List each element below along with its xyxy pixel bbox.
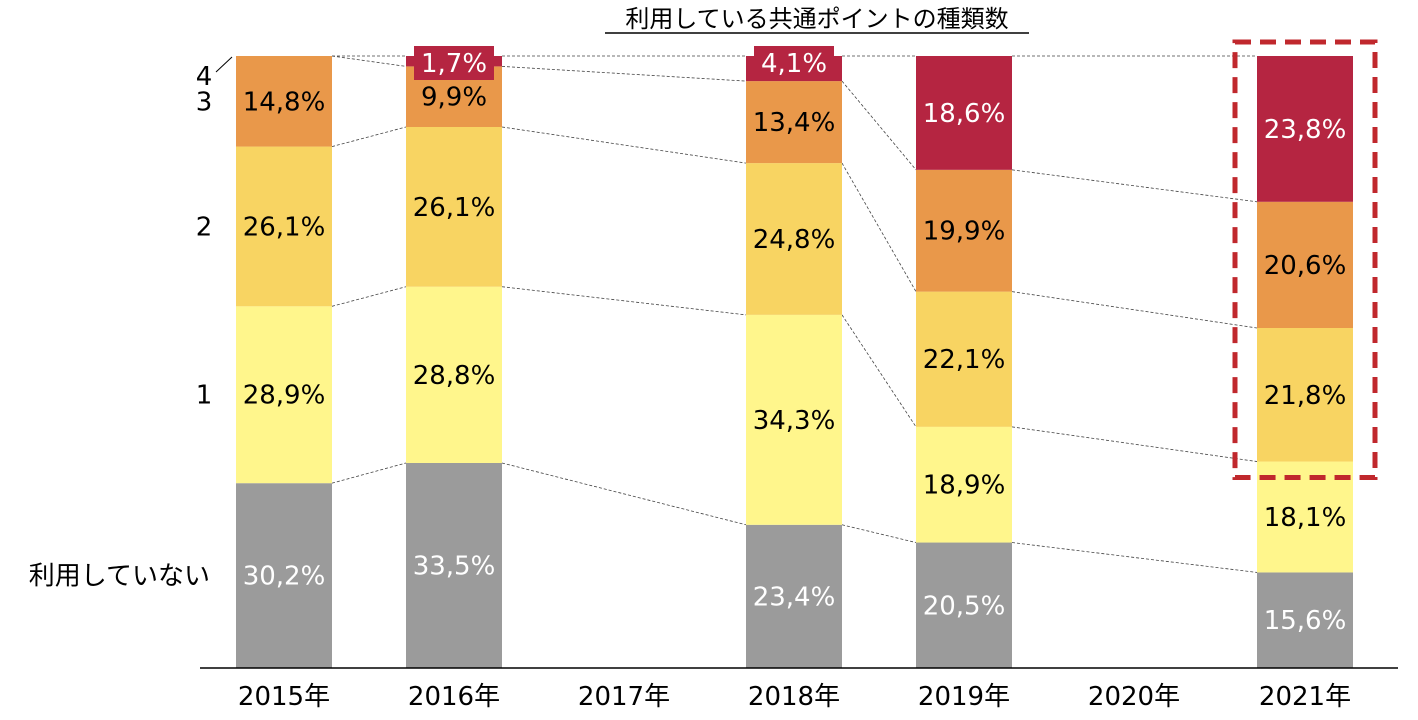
leader-line: [215, 56, 233, 73]
data-label: 22,1%: [923, 345, 1006, 375]
connector-line: [331, 462, 407, 484]
bar-segment: [746, 81, 842, 164]
x-axis-labels: 2015年 2016年 2017年 2018年 2019年 2020年 2021年: [238, 682, 1351, 712]
data-label: 24,8%: [753, 225, 836, 255]
bar-segment: [746, 524, 842, 668]
data-label: 30,2%: [243, 562, 326, 592]
bar-segment: [236, 483, 332, 668]
bar-segment: [916, 56, 1012, 170]
x-tick-label: 2015年: [238, 682, 330, 712]
bar-segment: [1257, 572, 1353, 668]
bar-segment: [746, 314, 842, 525]
data-label: 20,6%: [1264, 251, 1347, 281]
data-label: 18,1%: [1264, 503, 1347, 533]
data-label: 15,6%: [1264, 606, 1347, 636]
x-tick-label: 2021年: [1259, 682, 1351, 712]
y-category-label: 2: [196, 212, 213, 242]
connector-line: [841, 314, 917, 428]
connector-lines: [331, 55, 1258, 573]
connector-line: [331, 55, 407, 67]
x-tick-label: 2017年: [578, 682, 670, 712]
data-label: 21,8%: [1264, 381, 1347, 411]
bar-segment: [916, 542, 1012, 668]
connector-line: [841, 524, 917, 543]
small-label-tag: [414, 46, 494, 80]
connector-line: [1011, 169, 1258, 203]
y-category-label: 4: [196, 62, 213, 92]
highlight-group: [1232, 39, 1378, 481]
y-category-label: 3: [196, 87, 213, 117]
connector-line: [1011, 542, 1258, 573]
connector-line: [1011, 291, 1258, 329]
bar-segment: [236, 146, 332, 307]
bar-segment: [916, 169, 1012, 292]
bar-segment: [406, 126, 502, 287]
connector-line: [841, 162, 917, 292]
bar-segment: [406, 286, 502, 463]
bar-segment: [406, 462, 502, 668]
data-label: 34,3%: [753, 406, 836, 436]
bar-segment: [236, 306, 332, 484]
bar-segment: [916, 426, 1012, 543]
data-label: 28,8%: [413, 361, 496, 391]
bar-segment: [1257, 328, 1353, 462]
data-label: 23,8%: [1264, 115, 1347, 145]
bar-segment: [1257, 56, 1353, 202]
data-label: 9,9%: [421, 83, 487, 113]
data-label: 19,9%: [923, 217, 1006, 247]
x-tick-label: 2018年: [748, 682, 840, 712]
connector-line: [1011, 426, 1258, 462]
data-label: 13,4%: [753, 108, 836, 138]
bar-segment: [1257, 201, 1353, 328]
chart-title: 利用している共通ポイントの種類数: [625, 5, 1008, 33]
data-label: 1,7%: [421, 49, 487, 79]
data-label: 26,1%: [243, 212, 326, 242]
x-tick-label: 2016年: [408, 682, 500, 712]
small-label-tag: [754, 46, 834, 80]
data-label: 23,4%: [753, 582, 836, 612]
bar-segment: [916, 291, 1012, 427]
connector-line: [841, 80, 917, 171]
connector-line: [501, 126, 747, 164]
bar-segment: [746, 163, 842, 315]
data-label: 33,5%: [413, 551, 496, 581]
data-label: 4,1%: [761, 49, 827, 79]
x-tick-label: 2020年: [1088, 682, 1180, 712]
y-category-label: 1: [196, 381, 213, 411]
data-label: 14,8%: [243, 87, 326, 117]
value-labels: 30,2% 28,9% 26,1% 14,8% 33,5% 28,8% 26,1% 9,9% 1…: [243, 46, 1347, 636]
y-category-label: 利用していない: [29, 562, 210, 592]
data-label: 18,6%: [923, 99, 1006, 129]
connector-line: [501, 286, 747, 316]
x-tick-label: 2019年: [918, 682, 1010, 712]
data-label: 20,5%: [923, 591, 1006, 621]
highlight-box: [1232, 39, 1378, 481]
data-label: 26,1%: [413, 193, 496, 223]
connector-line: [501, 462, 747, 526]
connector-line: [501, 66, 747, 82]
y-category-labels: 利用していない 1 2 34: [29, 56, 233, 592]
data-label: 28,9%: [243, 381, 326, 411]
bars: [236, 56, 1353, 668]
connector-line: [331, 126, 407, 147]
bar-segment: [236, 56, 332, 147]
data-label: 18,9%: [923, 471, 1006, 501]
connector-line: [331, 286, 407, 307]
